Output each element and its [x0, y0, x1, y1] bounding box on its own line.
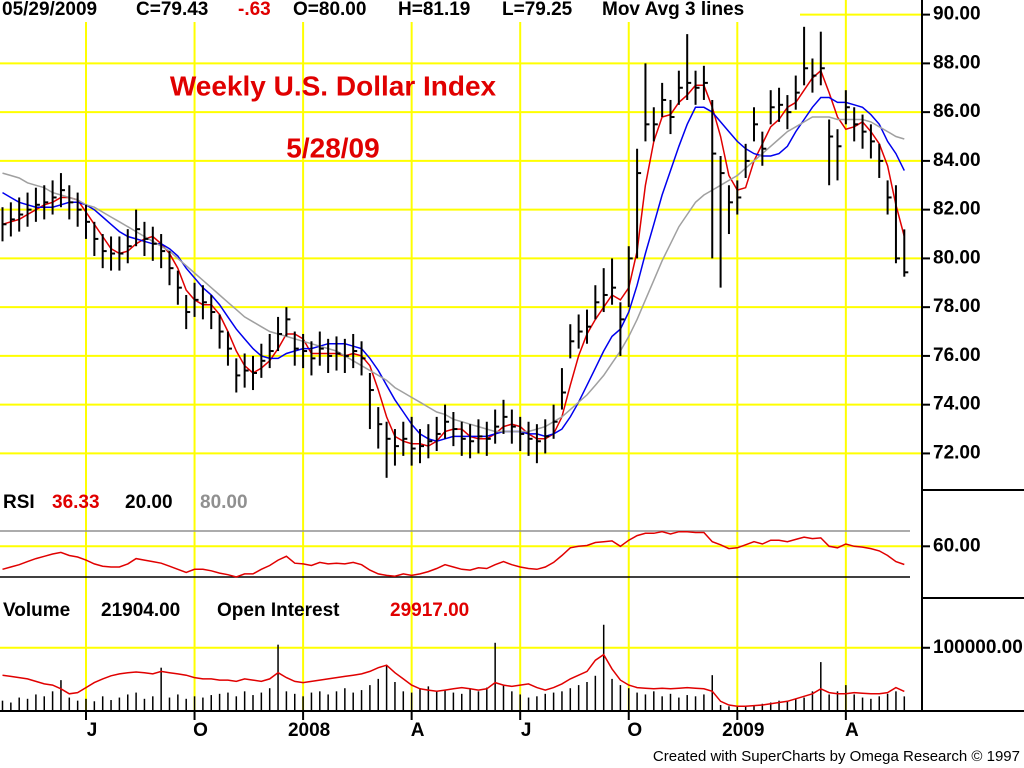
header-note: Mov Avg 3 lines — [602, 0, 744, 20]
x-tick-label: 2009 — [722, 720, 764, 741]
marks — [0, 26, 910, 710]
y-tick-label: 78.00 — [933, 296, 981, 317]
y-tick-label: 90.00 — [933, 4, 981, 25]
header-low: L=79.25 — [502, 0, 573, 20]
y-tick-label: 60.00 — [933, 535, 981, 556]
chart-subtitle: 5/28/09 — [286, 132, 379, 163]
header-change: -.63 — [238, 0, 271, 20]
y-tick-label: 86.00 — [933, 101, 981, 122]
oi-label: Open Interest — [217, 600, 340, 621]
rsi-value: 36.33 — [52, 492, 100, 513]
volume-label: Volume — [3, 600, 70, 621]
y-tick-label: 88.00 — [933, 52, 981, 73]
header-bg — [0, 0, 800, 22]
header-high: H=81.19 — [398, 0, 470, 20]
header-close: C=79.43 — [136, 0, 208, 20]
volume-value: 21904.00 — [101, 600, 180, 621]
chart-title: Weekly U.S. Dollar Index — [170, 70, 497, 101]
x-tick-label: J — [521, 720, 532, 741]
x-tick-label: J — [87, 720, 98, 741]
y-tick-label: 100000.00 — [933, 637, 1023, 658]
y-tick-label: 82.00 — [933, 199, 981, 220]
y-tick-label: 74.00 — [933, 394, 981, 415]
open-interest-line — [2, 653, 905, 708]
rsi-level: 80.00 — [200, 492, 248, 513]
oi-value: 29917.00 — [390, 600, 469, 621]
x-tick-label: A — [845, 720, 859, 741]
y-tick-label: 80.00 — [933, 247, 981, 268]
x-tick-label: A — [411, 720, 425, 741]
rsi-line — [2, 530, 905, 578]
y-tick-label: 84.00 — [933, 150, 981, 171]
header-date: 05/29/2009 — [2, 0, 97, 20]
y-tick-label: 72.00 — [933, 442, 981, 463]
x-tick-label: 2008 — [288, 720, 330, 741]
rsi-level: 20.00 — [125, 492, 173, 513]
footer: Created with SuperCharts by Omega Resear… — [653, 748, 1020, 765]
header-open: O=80.00 — [293, 0, 366, 20]
x-tick-label: O — [627, 720, 642, 741]
rsi-label: RSI — [3, 492, 35, 513]
x-tick-label: O — [193, 720, 208, 741]
y-tick-label: 76.00 — [933, 345, 981, 366]
